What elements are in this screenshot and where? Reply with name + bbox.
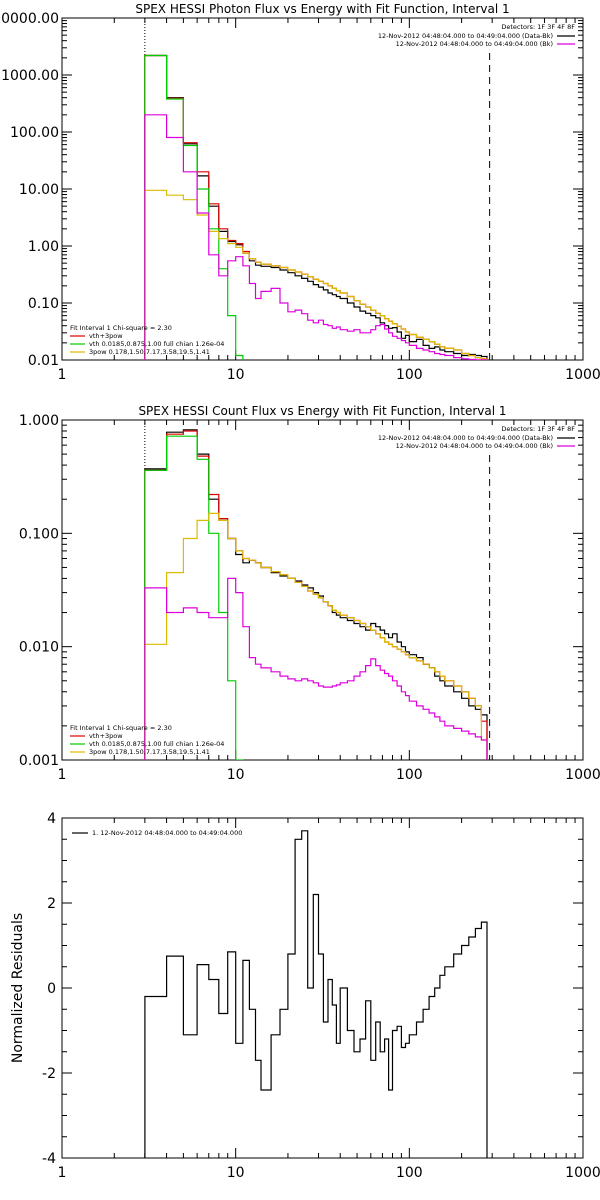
legend-entry: vth 0.0185,0.875,1.00 full chian 1.26e-0… [89,340,224,348]
fit-info-label: Fit Interval 1 Chi-square = 2.30 [70,724,172,732]
x-tick-label: 1000 [565,367,600,383]
y-tick-label: 0.01 [28,353,59,369]
series-3pow [144,512,488,760]
detectors-label: Detectors: 1F 3F 4F 8F [501,23,575,31]
series-1-12-nov-2012-04-48-04-000-to-04-49-04-000 [144,830,488,1158]
legend-entry: 12-Nov-2012 04:48:04.000 to 04:49:04.000… [378,32,553,40]
series-bk [144,577,488,760]
series-vth-3pow [144,54,488,360]
plot-frame [61,817,584,1159]
x-tick-label: 1 [58,367,67,383]
y-axis-label: Normalized Residuals [10,913,26,1063]
x-tick-label: 1 [58,1165,67,1181]
chart-title: SPEX HESSI Photon Flux vs Energy with Fi… [135,2,509,16]
plot-frame [61,17,584,361]
x-tick-label: 10 [227,367,245,383]
y-tick-label: 0 [47,981,56,997]
x-tick-label: 100 [396,367,423,383]
y-tick-label: 1.00 [28,239,59,255]
x-tick-label: 1000 [565,767,600,783]
legend-entry: 3pow 0.178,1.50,7.17,3.58,19.5,1.41 [89,748,210,756]
y-tick-label: 0.10 [28,296,59,312]
x-tick-label: 100 [396,1165,423,1181]
chart-panel-2: SPEX HESSI Count Flux vs Energy with Fit… [19,404,600,783]
y-tick-label: 1.000 [19,413,59,429]
plot-area [144,830,488,1158]
legend-entry: 1. 12-Nov-2012 04:48:04.000 to 04:49:04.… [92,829,242,837]
y-tick-label: 0.010 [19,640,59,656]
chart-panel-3: 1 10 100 1000 -4 -2 0 2 4 Normalized Residuals 1. … [10,811,600,1181]
y-tick-label: 10.00 [19,182,59,198]
y-tick-label: 4 [47,811,56,827]
series-data-bk [144,429,488,760]
legend-entry: 12-Nov-2012 04:48:04.000 to 04:49:04.000… [396,40,553,48]
x-tick-label: 1 [58,767,67,783]
y-tick-label: 0000.00 [1,11,59,27]
detectors-label: Detectors: 1F 3F 4F 8F [501,425,575,433]
series-vth [144,54,244,360]
x-tick-label: 100 [396,767,423,783]
series-3pow [144,189,488,360]
legend-entry: 12-Nov-2012 04:48:04.000 to 04:49:04.000… [396,442,553,450]
x-tick-label: 1000 [565,1165,600,1181]
y-tick-label: 0.100 [19,526,59,542]
x-tick-label: 10 [227,767,245,783]
series-vth [144,435,244,760]
x-tick-label: 10 [227,1165,245,1181]
legend-entry: vth+3pow [89,732,123,740]
y-tick-label: -4 [42,1151,56,1167]
legend-entry: vth 0.0185,0.875,1.00 full chian 1.26e-0… [89,740,224,748]
fit-info-label: Fit Interval 1 Chi-square = 2.30 [70,324,172,332]
y-tick-label: 0.001 [19,753,59,769]
legend-entry: 3pow 0.178,1.50,7.17,3.58,19.5,1.41 [89,348,210,356]
plot-frame [61,419,584,761]
plot-area [144,54,488,360]
y-tick-label: -2 [42,1066,56,1082]
y-tick-label: 1000.00 [1,68,59,84]
series-data-bk [144,54,488,360]
chart-panel-1: SPEX HESSI Photon Flux vs Energy with Fi… [1,2,600,383]
series-bk [144,114,488,360]
chart-title: SPEX HESSI Count Flux vs Energy with Fit… [138,404,506,418]
y-tick-label: 100.00 [10,125,59,141]
plot-area [144,429,488,760]
legend-entry: vth+3pow [89,332,123,340]
y-tick-label: 2 [47,896,56,912]
series-vth-3pow [144,430,488,760]
legend-entry: 12-Nov-2012 04:48:04.000 to 04:49:04.000… [378,434,553,442]
